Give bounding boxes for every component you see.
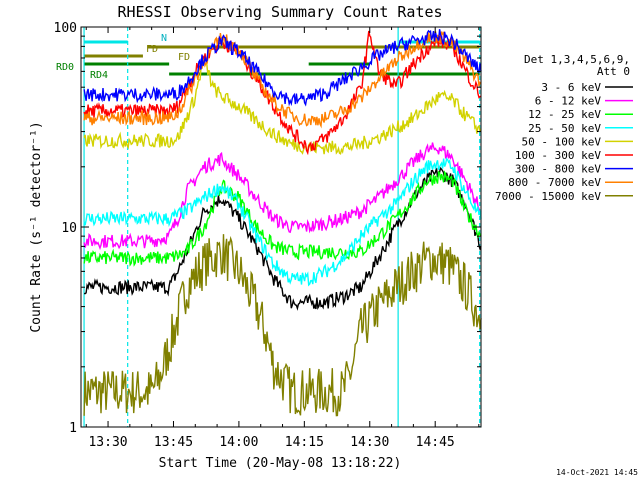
series-layer <box>83 29 482 417</box>
legend-label-1: 6 - 12 keV <box>535 95 602 108</box>
series-line-1 <box>83 142 482 251</box>
x-tick-label-0: 13:30 <box>88 435 127 450</box>
flag-label-1: FD <box>146 44 158 55</box>
series-line-8 <box>83 234 482 417</box>
x-tick-label-4: 14:30 <box>350 435 389 450</box>
legend-label-2: 12 - 25 keV <box>528 108 601 121</box>
legend-header-1: Att 0 <box>597 65 630 78</box>
y-axis-label: Count Rate (s⁻¹ detector⁻¹) <box>29 121 44 332</box>
orbit-marker-lines <box>83 27 481 427</box>
y-tick-label-0: 1 <box>69 421 77 436</box>
chart-title: RHESSI Observing Summary Count Rates <box>117 3 442 21</box>
x-tick-label-1: 13:45 <box>154 435 193 450</box>
legend-label-8: 7000 - 15000 keV <box>495 190 601 203</box>
footer-date: 14-Oct-2021 14:45 <box>556 468 638 477</box>
flag-label-3: RD0 <box>56 62 74 73</box>
x-tick-label-3: 14:15 <box>285 435 324 450</box>
flag-label-4: RD4 <box>90 70 108 81</box>
plot-frame <box>80 26 482 428</box>
series-line-6 <box>83 29 482 107</box>
x-tick-label-2: 14:00 <box>219 435 258 450</box>
series-line-4 <box>83 54 482 155</box>
series-line-3 <box>83 157 482 287</box>
legend-label-7: 800 - 7000 keV <box>508 176 601 189</box>
y-tick-label-2: 100 <box>54 21 77 36</box>
axes: 13:30 13:45 14:00 14:15 14:30 14:45 1 10 100 <box>54 21 481 450</box>
flag-label-0: N <box>161 33 167 44</box>
series-line-2 <box>83 170 482 267</box>
legend-label-4: 50 - 100 keV <box>522 135 602 148</box>
legend-header-0: Det 1,3,4,5,6,9, <box>524 53 630 66</box>
legend-label-0: 3 - 6 keV <box>541 81 601 94</box>
series-line-0 <box>83 166 482 311</box>
series-line-5 <box>83 30 482 156</box>
y-tick-label-1: 10 <box>61 221 77 236</box>
x-axis-label: Start Time (20-May-08 13:18:22) <box>159 456 402 471</box>
legend-label-5: 100 - 300 keV <box>515 149 601 162</box>
flag-label-2: FD <box>178 52 190 63</box>
legend-label-6: 300 - 800 keV <box>515 163 601 176</box>
legend-label-3: 25 - 50 keV <box>528 122 601 135</box>
series-line-7 <box>83 30 482 129</box>
x-tick-label-5: 14:45 <box>416 435 455 450</box>
